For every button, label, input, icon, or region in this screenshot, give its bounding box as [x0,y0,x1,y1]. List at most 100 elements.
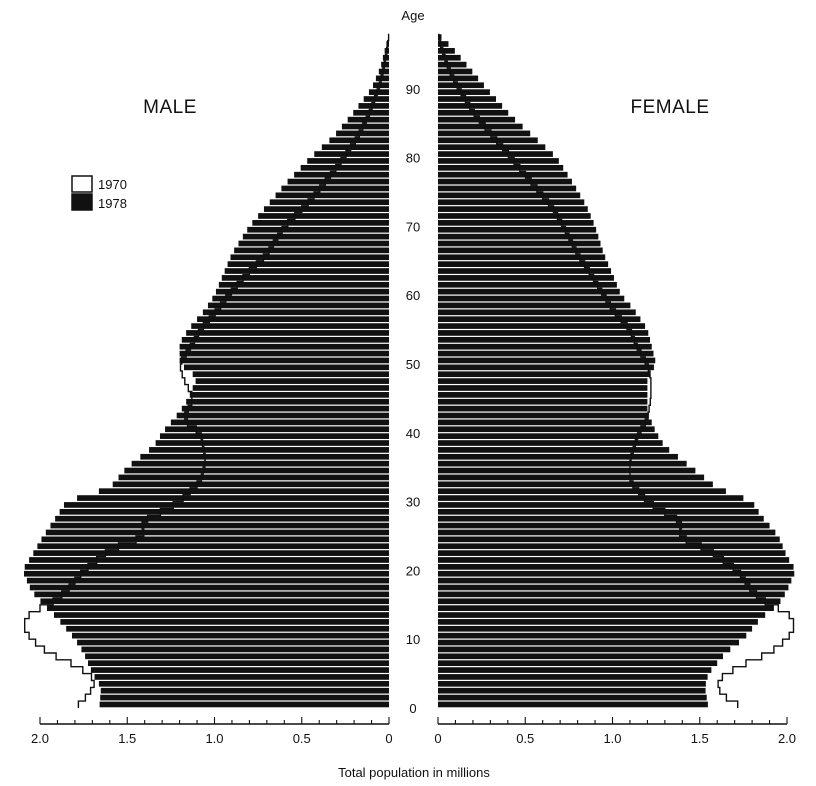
male-1978-bar [183,364,389,371]
male-1978-bar [131,460,390,467]
female-1978-bar [438,398,648,405]
female-1978-bar [438,440,663,446]
male-1978-bar [33,550,390,556]
female-1978-bar [438,495,744,501]
male-1978-bar [307,158,389,164]
male-1978-bar [275,192,389,199]
female-1978-bar [438,96,497,102]
male-1978-bar [234,247,389,254]
male-1978-bar [179,357,389,364]
female-1978-bar [438,488,726,495]
age-tick-label: 90 [406,82,420,97]
male-1978-bar [118,474,390,481]
female-1978-bar [438,130,531,137]
male-1978-bar [24,570,390,577]
male-1978-bar [192,371,389,378]
female-1978-bar [438,426,655,433]
female-1978-bar [438,625,753,632]
female-1970-outline [438,33,795,708]
female-1978-bar [438,474,705,481]
male-1978-bar [37,543,389,550]
male-1978-bar [238,240,389,247]
female-1978-bar [438,34,442,40]
male-1978-bar [218,281,389,288]
male-1978-bar [94,674,389,680]
female-1978-bar [438,116,516,123]
male-1978-bar [46,605,389,611]
male-1978-bar [112,481,389,488]
female-1978-bar [438,481,713,488]
male-1978-bar [40,598,389,605]
male-1978-bar [77,639,390,646]
male-1978-bar [363,96,389,102]
female-1978-bar [438,584,789,591]
x-tick-label: 0 [385,731,392,746]
female-1978-bar [438,137,538,144]
female-1978-bar [438,247,603,254]
female-1978-bar [438,660,718,667]
male-1978-bar [186,398,389,405]
male-1978-bar [60,619,389,625]
female-1978-bar [438,199,585,206]
female-1978-bar [438,178,572,185]
female-1978-bar [438,151,553,157]
male-1978-bar [81,646,389,653]
x-tick-label: 2.0 [31,731,49,746]
male-1978-bar [149,447,389,453]
female-1978-bar [438,433,659,439]
male-1978-bar [247,226,389,233]
male-1978-bar [170,419,389,426]
legend-swatch-1978 [71,193,93,211]
female-1978-bar [438,680,706,687]
male-1978-bar [55,515,390,522]
male-1978-bar [140,453,389,460]
male-1978-bar [230,254,389,261]
x-tick-label: 1.0 [205,731,223,746]
female-1978-bar [438,185,577,192]
male-1978-bar [373,82,389,89]
male-1978-bar [159,433,389,439]
female-1978-bar [438,220,594,226]
female-1978-bar [438,254,606,261]
male-1978-bar [176,412,389,419]
male-1978-bar [341,123,389,130]
male-1978-bar [100,694,389,701]
female-1978-bar [438,605,774,611]
male-1978-bar [227,261,389,267]
age-tick-label: 10 [406,632,420,647]
x-tick-label: 1.5 [691,731,709,746]
male-1978-bar [63,502,390,508]
female-1978-bar [438,405,648,412]
female-1978-bar [438,653,724,660]
female-1978-bar [438,123,523,130]
female-label: FEMALE [630,97,709,118]
male-1978-bar [181,405,389,412]
male-1978-bar [281,185,389,192]
female-1978-bar [438,343,652,350]
female-1978-bar [438,309,636,316]
age-tick-label: 70 [406,219,420,234]
male-1978-bar [329,137,389,144]
legend: 1970 1978 [71,175,127,211]
x-tick-label: 0.5 [516,731,534,746]
male-1970-line [24,33,390,708]
female-1978-bar [438,41,449,47]
female-1978-bar [438,288,620,295]
male-1978-bar [263,206,389,212]
female-1978-bar [438,529,776,536]
female-1978-bar [438,350,654,357]
male-1978-bar [294,171,389,178]
female-1978-bar [438,378,648,384]
x-tick-label: 1.0 [603,731,621,746]
male-1978-bar [29,584,390,591]
age-tick-label: 40 [406,426,420,441]
female-1978-bar [438,632,747,639]
male-1970-outline [24,33,390,708]
male-1978-bar [99,701,389,708]
male-1978-bar [98,488,390,495]
male-1978-bar [269,199,389,206]
male-1978-bar [242,233,389,240]
male-1978-bar [66,625,390,632]
female-1978-bar [438,364,654,371]
age-tick-label: 80 [406,151,420,166]
